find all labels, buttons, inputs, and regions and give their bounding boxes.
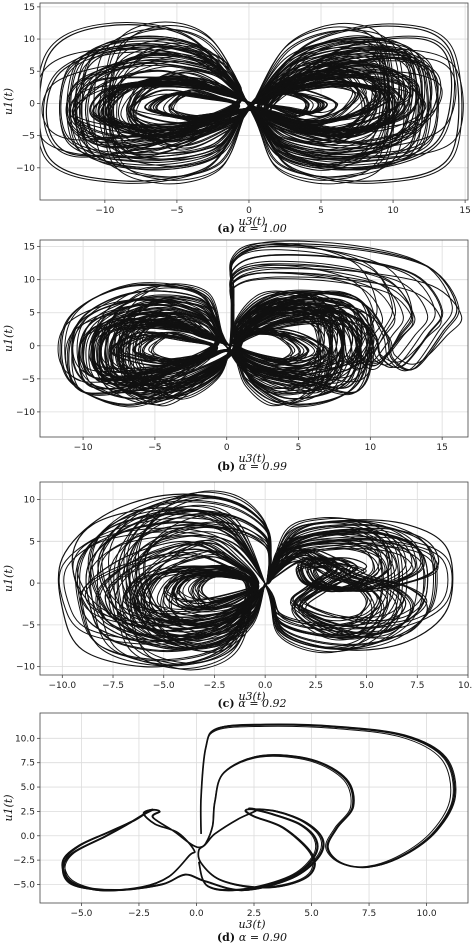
x-tick-label-c-2: −5.0 — [153, 681, 175, 691]
panel-b: −10 −5 0 5 10 15 15 10 5 0 −5 −10 u3(t) u1(t) (b) α = … — [2, 239, 469, 473]
y-axis-label-c: u1(t) — [2, 565, 15, 592]
trajectory-strand-c-9 — [85, 509, 429, 653]
trajectory-group-d — [61, 723, 457, 892]
x-tick-label-b-0: −10 — [74, 443, 93, 453]
trajectory-strand-b-19 — [71, 254, 443, 400]
panel-a: −10 −5 0 5 10 15 15 10 5 0 −5 −10 u3(t) u1(t) (a) α = … — [2, 2, 471, 235]
y-tick-label-b-1: 10 — [24, 276, 36, 286]
x-tick-label-c-3: −2.5 — [204, 681, 226, 691]
x-tick-label-a-4: 10 — [387, 206, 399, 216]
trajectory-group-b — [57, 240, 463, 408]
y-tick-label-d-2: 5.0 — [21, 783, 36, 793]
trajectory-strand-c-17 — [129, 526, 389, 637]
y-tick-label-c-4: −10 — [16, 663, 35, 673]
x-tick-label-b-4: 10 — [365, 443, 377, 453]
x-tick-label-d-1: −2.5 — [128, 909, 150, 919]
x-tick-label-d-6: 10.0 — [417, 909, 437, 919]
x-tick-label-d-4: 5.0 — [304, 909, 319, 919]
trajectory-strand-a-18 — [70, 43, 428, 163]
y-axis-label-a: u1(t) — [2, 88, 15, 115]
x-tick-label-c-5: 2.5 — [309, 681, 323, 691]
x-tick-label-b-1: −5 — [148, 443, 161, 453]
trajectory-strand-a-13 — [40, 47, 464, 159]
x-tick-label-b-2: 0 — [224, 443, 230, 453]
trajectory-group-c — [57, 490, 454, 671]
y-tick-label-b-2: 5 — [29, 309, 35, 319]
x-tick-label-c-8: 10.0 — [458, 681, 472, 691]
x-tick-label-c-7: 7.5 — [410, 681, 424, 691]
y-axis-label-b: u1(t) — [2, 325, 15, 352]
y-tick-label-d-1: 7.5 — [21, 759, 35, 769]
x-tick-label-a-0: −10 — [95, 206, 114, 216]
panel-d: −5.0 −2.5 0.0 2.5 5.0 7.5 10.0 10.0 7.5 5.0 2.5 0.0… — [2, 712, 469, 944]
trajectory-strand-d-2 — [61, 723, 457, 892]
y-tick-label-a-4: −5 — [22, 132, 35, 142]
y-tick-label-a-2: 5 — [29, 67, 35, 77]
trajectory-d-0 — [61, 723, 456, 892]
plot-frame-c — [39, 481, 469, 676]
x-tick-label-b-5: 15 — [436, 443, 447, 453]
y-tick-label-c-2: 0 — [29, 579, 35, 589]
y-tick-label-d-4: 0.0 — [21, 832, 36, 842]
panel-caption-a: (a) α = 1.00 — [217, 222, 287, 235]
x-axis-label-a: u3(t) — [238, 215, 265, 228]
y-tick-label-a-5: −10 — [16, 164, 35, 174]
x-axis-label-d: u3(t) — [238, 918, 265, 931]
plot-frame-b — [39, 239, 469, 438]
trajectory-strand-c-19 — [63, 522, 449, 641]
y-tick-label-c-0: 10 — [24, 496, 36, 506]
y-tick-label-c-3: −5 — [22, 621, 35, 631]
y-tick-label-d-5: −2.5 — [13, 856, 35, 866]
x-tick-label-d-5: 7.5 — [362, 909, 376, 919]
x-tick-label-a-1: −5 — [170, 206, 183, 216]
y-tick-label-a-0: 15 — [24, 3, 35, 13]
x-axis-label-b: u3(t) — [238, 452, 265, 465]
y-tick-label-b-0: 15 — [24, 243, 35, 253]
y-axis-label-d: u1(t) — [2, 794, 15, 821]
x-axis-label-c: u3(t) — [238, 690, 265, 703]
y-tick-label-b-4: −5 — [22, 375, 35, 385]
trajectory-strand-d-0 — [64, 725, 452, 891]
y-tick-label-a-1: 10 — [24, 35, 36, 45]
x-tick-label-b-3: 5 — [296, 443, 302, 453]
x-tick-label-c-1: −7.5 — [102, 681, 124, 691]
plot-frame-d — [39, 712, 469, 904]
trajectory-strand-b-18 — [59, 245, 460, 405]
panel-caption-c: (c) α = 0.92 — [217, 697, 286, 710]
trajectory-strand-a-15 — [59, 44, 439, 162]
panel-caption-d: (d) α = 0.90 — [217, 931, 287, 944]
x-tick-label-d-0: −5.0 — [70, 909, 92, 919]
trajectory-group-a — [40, 21, 464, 185]
y-tick-label-d-6: −5.0 — [13, 880, 35, 890]
y-tick-label-d-3: 2.5 — [21, 807, 35, 817]
y-tick-label-b-5: −10 — [16, 408, 35, 418]
trajectory-strand-b-13 — [92, 263, 414, 395]
x-tick-label-a-2: 0 — [246, 206, 252, 216]
x-tick-label-c-6: 5.0 — [359, 681, 374, 691]
y-tick-label-a-3: 0 — [29, 99, 35, 109]
trajectory-strand-d-1 — [62, 724, 454, 891]
panel-c: −10.0 −7.5 −5.0 −2.5 0.0 2.5 5.0 7.5 10.0 10 5 0 −5 −… — [2, 481, 472, 710]
y-tick-label-b-3: 0 — [29, 342, 35, 352]
trajectory-strand-a-19 — [104, 28, 394, 178]
x-tick-label-a-3: 5 — [318, 206, 324, 216]
y-tick-label-c-1: 5 — [29, 537, 35, 547]
x-tick-label-c-0: −10.0 — [49, 681, 77, 691]
x-tick-label-a-5: 15 — [459, 206, 470, 216]
x-tick-label-d-3: 2.5 — [247, 909, 261, 919]
x-tick-label-c-4: 0.0 — [258, 681, 273, 691]
panel-caption-b: (b) α = 0.99 — [217, 460, 287, 473]
plot-frame-a — [39, 2, 469, 201]
y-tick-label-d-0: 10.0 — [15, 734, 35, 744]
trajectory-strand-c-13 — [75, 501, 438, 661]
x-tick-label-d-2: 0.0 — [189, 909, 204, 919]
